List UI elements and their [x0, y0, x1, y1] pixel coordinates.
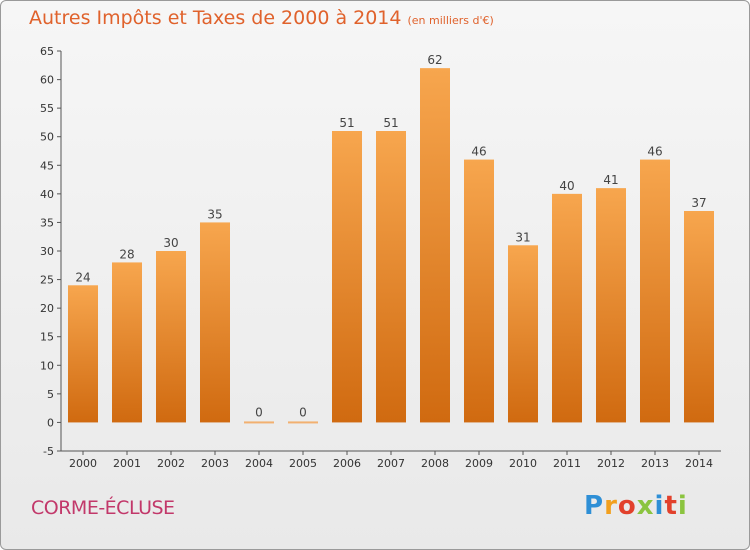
bar-value-label: 28 — [119, 247, 134, 261]
y-tick-label: 45 — [40, 159, 54, 172]
bar-value-label: 0 — [255, 405, 263, 419]
bar — [156, 251, 186, 423]
y-tick-label: 30 — [40, 245, 54, 258]
x-tick-label: 2008 — [421, 457, 449, 470]
x-tick-label: 2013 — [641, 457, 669, 470]
bar-value-label: 51 — [339, 116, 354, 130]
x-tick-label: 2012 — [597, 457, 625, 470]
chart-title-text: Autres Impôts et Taxes de 2000 à 2014 — [29, 7, 402, 29]
x-tick-label: 2014 — [685, 457, 713, 470]
logo-letter: i — [677, 491, 688, 521]
chart-subtitle: (en milliers d'€) — [407, 14, 494, 27]
bar — [288, 421, 318, 424]
bar-value-label: 51 — [383, 116, 398, 130]
bar — [244, 421, 274, 424]
bar-value-label: 62 — [427, 53, 442, 67]
y-tick-label: 15 — [40, 331, 54, 344]
bar — [464, 159, 494, 423]
logo-letter: r — [604, 491, 618, 521]
y-tick-label: 50 — [40, 131, 54, 144]
x-tick-label: 2011 — [553, 457, 581, 470]
x-tick-label: 2003 — [201, 457, 229, 470]
bar-value-label: 30 — [163, 236, 178, 250]
y-tick-label: -5 — [43, 445, 54, 458]
bar — [640, 159, 670, 423]
y-tick-label: 55 — [40, 102, 54, 115]
bar-value-label: 46 — [471, 145, 486, 159]
y-tick-label: 35 — [40, 216, 54, 229]
x-tick-label: 2001 — [113, 457, 141, 470]
x-tick-label: 2002 — [157, 457, 185, 470]
bar-value-label: 37 — [691, 196, 706, 210]
bar — [420, 68, 450, 423]
logo-letter: P — [584, 491, 605, 521]
bar — [684, 211, 714, 423]
bar-value-label: 24 — [75, 270, 90, 284]
bar — [200, 222, 230, 423]
bar-value-label: 35 — [207, 207, 222, 221]
bar-value-label: 0 — [299, 405, 307, 419]
bar — [68, 285, 98, 423]
x-tick-label: 2000 — [69, 457, 97, 470]
x-tick-label: 2010 — [509, 457, 537, 470]
bar-value-label: 31 — [515, 230, 530, 244]
bar-value-label: 46 — [647, 145, 662, 159]
x-tick-label: 2009 — [465, 457, 493, 470]
bar — [376, 131, 406, 423]
bar — [552, 193, 582, 423]
logo-letter: o — [617, 491, 637, 521]
x-tick-label: 2006 — [333, 457, 361, 470]
x-tick-label: 2004 — [245, 457, 273, 470]
x-tick-label: 2007 — [377, 457, 405, 470]
y-tick-label: 65 — [40, 45, 54, 58]
bar-value-label: 40 — [559, 179, 574, 193]
bar — [112, 262, 142, 423]
bar — [508, 245, 538, 423]
y-tick-label: 25 — [40, 274, 54, 287]
bar — [596, 188, 626, 423]
y-tick-label: 0 — [47, 416, 54, 429]
bar — [332, 131, 362, 423]
logo-letter: t — [664, 491, 678, 521]
bar-value-label: 41 — [603, 173, 618, 187]
logo-letter: x — [636, 491, 655, 521]
y-tick-label: 5 — [47, 388, 54, 401]
x-tick-label: 2005 — [289, 457, 317, 470]
chart-title: Autres Impôts et Taxes de 2000 à 2014 (en… — [29, 7, 494, 29]
proxiti-logo[interactable]: Proxiti — [584, 491, 688, 521]
y-tick-label: 40 — [40, 188, 54, 201]
y-tick-label: 10 — [40, 359, 54, 372]
y-tick-label: 60 — [40, 74, 54, 87]
logo-letter: i — [654, 491, 665, 521]
commune-name: CORME-ÉCLUSE — [31, 497, 175, 519]
y-tick-label: 20 — [40, 302, 54, 315]
